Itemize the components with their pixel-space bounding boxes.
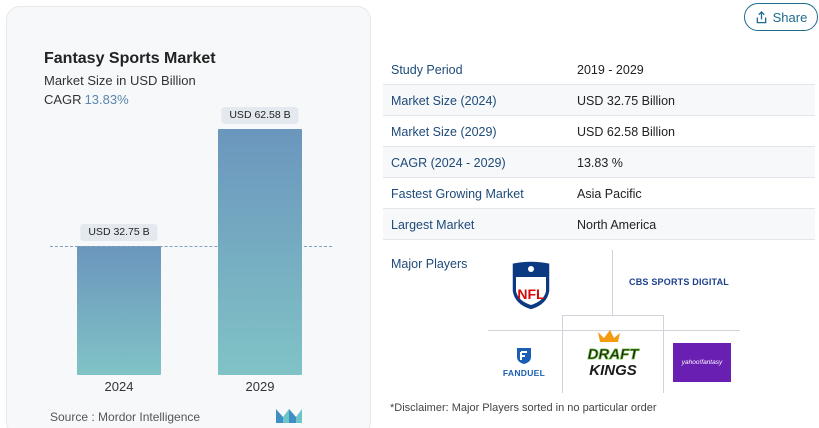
share-button[interactable]: Share <box>744 3 818 31</box>
row-label: Largest Market <box>391 218 475 232</box>
row-label: CAGR (2024 - 2029) <box>391 156 506 170</box>
svg-text:NFL: NFL <box>517 286 545 302</box>
cagr-label: CAGR <box>44 92 82 107</box>
share-label: Share <box>772 9 808 25</box>
chart-bar <box>77 246 161 375</box>
bar-data-label: USD 32.75 B <box>80 224 158 242</box>
row-label: Market Size (2024) <box>391 94 497 108</box>
table-row: CAGR (2024 - 2029) 13.83 % <box>383 147 815 178</box>
chart-source: Source : Mordor Intelligence <box>50 410 201 424</box>
row-value: 13.83 % <box>577 156 623 170</box>
chart-bar <box>218 129 302 375</box>
cbs-logo-text: CBS SPORTS DIGITAL <box>629 277 729 287</box>
cagr-line: CAGR 13.83% <box>44 92 129 107</box>
summary-table: Study Period 2019 - 2029 Market Size (20… <box>383 54 815 240</box>
row-label: Market Size (2029) <box>391 125 497 139</box>
cagr-value: 13.83% <box>84 92 129 107</box>
x-tick-label: 2024 <box>104 379 134 394</box>
x-tick-label: 2029 <box>245 379 275 394</box>
fanduel-text: FANDUEL <box>502 367 546 378</box>
cbs-sports-digital-logo: CBS SPORTS DIGITAL <box>628 272 730 292</box>
table-row: Fastest Growing Market Asia Pacific <box>383 178 815 209</box>
yahoo-fantasy-logo: yahoo!fantasy <box>672 342 732 382</box>
nfl-logo: NFL <box>508 258 554 312</box>
draftkings-crown-icon: DRAFT KINGS <box>587 330 641 378</box>
grid-divider <box>488 330 740 331</box>
svg-text:KINGS: KINGS <box>589 362 637 378</box>
mordor-intelligence-logo-icon <box>276 409 302 423</box>
bar-data-label: USD 62.58 B <box>221 107 299 125</box>
grid-divider <box>562 315 664 316</box>
row-value: 2019 - 2029 <box>577 63 644 77</box>
grid-divider <box>663 315 664 393</box>
table-row: Market Size (2029) USD 62.58 Billion <box>383 116 815 147</box>
disclaimer: *Disclaimer: Major Players sorted in no … <box>390 402 657 414</box>
reference-dashed-line <box>50 246 332 248</box>
grid-divider <box>612 250 613 315</box>
yahoo-fantasy-badge: yahoo!fantasy <box>673 342 731 382</box>
row-value: USD 32.75 Billion <box>577 94 675 108</box>
row-value: USD 62.58 Billion <box>577 125 675 139</box>
fanduel-shield-icon <box>517 347 531 364</box>
svg-text:DRAFT: DRAFT <box>588 346 641 363</box>
share-icon <box>756 10 766 23</box>
nfl-shield-icon: NFL <box>511 260 551 311</box>
table-row: Market Size (2024) USD 32.75 Billion <box>383 85 815 116</box>
chart-title: Fantasy Sports Market <box>44 50 216 67</box>
row-label: Study Period <box>391 63 463 77</box>
grid-divider <box>562 315 563 393</box>
chart-card <box>6 6 371 428</box>
table-row: Study Period 2019 - 2029 <box>383 54 815 85</box>
row-value: Asia Pacific <box>577 187 642 201</box>
row-label: Fastest Growing Market <box>391 187 524 201</box>
fanduel-logo: FANDUEL <box>496 344 552 380</box>
major-players-label: Major Players <box>391 257 468 271</box>
row-value: North America <box>577 218 657 232</box>
draftkings-logo: DRAFT KINGS <box>572 330 654 378</box>
chart-subtitle: Market Size in USD Billion <box>44 73 196 88</box>
table-row: Largest Market North America <box>383 209 815 240</box>
